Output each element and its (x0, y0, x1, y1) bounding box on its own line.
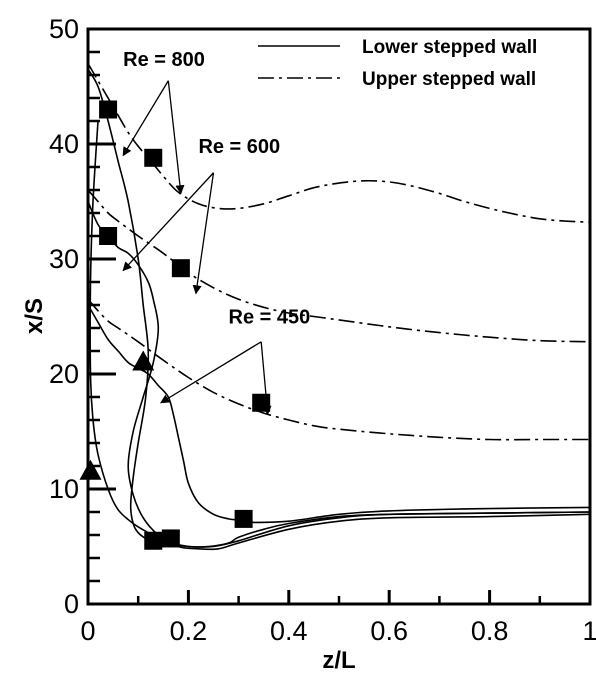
annotation-arrow (122, 80, 169, 157)
y-tick-label: 50 (49, 14, 79, 44)
annotation-layer: Re = 800 Re = 600 Re = 450 (122, 49, 311, 416)
y-axis-label: x/S (21, 298, 48, 334)
annotation-arrow (160, 341, 262, 404)
lower-wall-line (87, 304, 591, 524)
square-marker (99, 227, 118, 245)
x-tick-label: 0 (80, 616, 95, 646)
x-tick-label: 0.2 (170, 616, 208, 646)
legend: Lower stepped wall Upper stepped wall (258, 37, 537, 90)
legend-entry: Upper stepped wall (362, 69, 536, 90)
x-axis-label: z/L (322, 647, 355, 674)
y-tick-label: 20 (49, 359, 79, 389)
annotation-arrow (122, 172, 214, 272)
square-marker (99, 100, 118, 119)
upper-wall-line (87, 298, 590, 441)
square-marker (144, 148, 163, 167)
y-tick-label: 10 (49, 474, 79, 504)
y-tick-label: 40 (49, 129, 79, 159)
square-marker (234, 509, 253, 528)
square-marker (171, 259, 190, 278)
y-tick-label: 30 (49, 244, 79, 274)
upper-wall-line (87, 189, 591, 343)
x-tick-label: 0.6 (370, 616, 408, 646)
lower-wall-line (89, 120, 591, 548)
lower-wall-line (87, 68, 591, 548)
y-tick-label: 0 (64, 589, 79, 619)
x-tick-label: 1 (582, 616, 596, 646)
annotation-arrow (167, 80, 185, 195)
series-layer (87, 63, 591, 551)
triangle-marker (132, 350, 155, 371)
triangle-marker (79, 459, 102, 480)
annotation-label: Re = 600 (198, 136, 280, 158)
square-marker (144, 531, 163, 550)
annotation-label: Re = 800 (123, 49, 205, 71)
upper-wall-line (87, 63, 591, 223)
square-marker (161, 529, 180, 548)
lower-wall-line (87, 201, 591, 551)
x-tick-label: 0.8 (471, 616, 509, 646)
annotation-arrow (192, 172, 215, 295)
annotation-label: Re = 450 (229, 306, 311, 328)
marker-layer (79, 100, 271, 550)
x-tick-label: 0.4 (270, 616, 308, 646)
legend-entry: Lower stepped wall (362, 37, 537, 58)
annotation-arrow (260, 341, 272, 416)
